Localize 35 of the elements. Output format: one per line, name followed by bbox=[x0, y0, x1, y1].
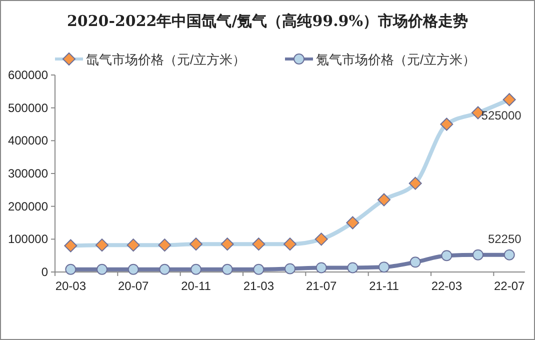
x-tick-label: 20-03 bbox=[55, 279, 86, 293]
x-tick-label: 20-11 bbox=[181, 279, 212, 293]
point bbox=[128, 264, 139, 275]
y-tick-label: 400000 bbox=[8, 134, 48, 148]
y-tick-label: 200000 bbox=[8, 199, 48, 214]
x-tick-label: 22-07 bbox=[494, 279, 525, 293]
data-label: 525000 bbox=[481, 108, 522, 123]
point bbox=[378, 262, 390, 273]
point bbox=[65, 264, 76, 275]
data-label: 52250 bbox=[488, 232, 522, 246]
y-tick-label: 0 bbox=[41, 265, 48, 279]
legend-label: 氪气市场价格（元/立方米） bbox=[316, 52, 476, 67]
point bbox=[472, 249, 484, 260]
point bbox=[441, 250, 452, 262]
x-tick-label: 20-07 bbox=[118, 279, 149, 293]
point bbox=[96, 264, 108, 275]
point bbox=[159, 264, 170, 275]
y-tick-label: 100000 bbox=[8, 232, 48, 246]
legend-label: 氙气市场价格（元/立方米） bbox=[86, 52, 246, 67]
x-tick-label: 22-03 bbox=[431, 279, 462, 293]
point bbox=[504, 249, 515, 260]
y-tick-label: 300000 bbox=[8, 166, 48, 180]
point bbox=[222, 264, 233, 275]
point bbox=[284, 263, 296, 274]
point bbox=[316, 262, 327, 274]
point bbox=[253, 264, 264, 275]
point bbox=[347, 262, 358, 274]
point bbox=[410, 256, 421, 268]
y-tick-label: 600000 bbox=[8, 68, 48, 82]
chart-title: 2020-2022年中国氙气/氪气（高纯99.9%）市场价格走势 bbox=[67, 12, 468, 30]
x-tick-label: 21-07 bbox=[306, 279, 337, 293]
x-tick-label: 21-03 bbox=[243, 279, 274, 293]
x-tick-label: 21-11 bbox=[369, 279, 400, 293]
point bbox=[190, 264, 202, 275]
y-tick-label: 500000 bbox=[8, 100, 48, 115]
